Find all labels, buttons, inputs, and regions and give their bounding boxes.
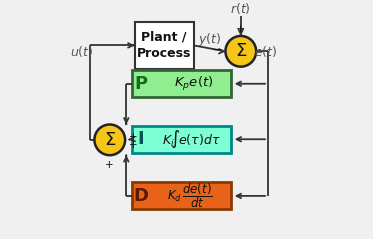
Text: $K_i\!\int\!e(\tau)d\tau$: $K_i\!\int\!e(\tau)d\tau$ — [162, 128, 220, 150]
Circle shape — [225, 36, 256, 67]
FancyBboxPatch shape — [135, 22, 194, 69]
FancyBboxPatch shape — [132, 182, 231, 210]
Text: D: D — [134, 187, 149, 205]
FancyBboxPatch shape — [132, 126, 231, 153]
FancyBboxPatch shape — [132, 70, 231, 97]
Text: P: P — [135, 75, 148, 93]
Text: $+$: $+$ — [104, 159, 113, 170]
Text: $y(t)$: $y(t)$ — [198, 31, 222, 48]
Text: $-$: $-$ — [211, 43, 223, 55]
Text: $r(t)$: $r(t)$ — [231, 1, 251, 16]
Text: I: I — [138, 130, 144, 148]
Text: $+$: $+$ — [235, 23, 245, 34]
Text: $e(t)$: $e(t)$ — [254, 44, 277, 59]
Text: $K_p e(t)$: $K_p e(t)$ — [174, 75, 213, 93]
Text: $u(t)$: $u(t)$ — [70, 44, 93, 59]
Text: Plant /
Process: Plant / Process — [137, 31, 191, 60]
Text: $+$: $+$ — [128, 139, 138, 150]
Text: $+$: $+$ — [128, 131, 138, 142]
Text: $\Sigma$: $\Sigma$ — [235, 42, 247, 60]
Text: $K_d\,\dfrac{de(t)}{dt}$: $K_d\,\dfrac{de(t)}{dt}$ — [167, 182, 213, 210]
Circle shape — [94, 125, 125, 155]
Text: $\Sigma$: $\Sigma$ — [104, 131, 116, 149]
